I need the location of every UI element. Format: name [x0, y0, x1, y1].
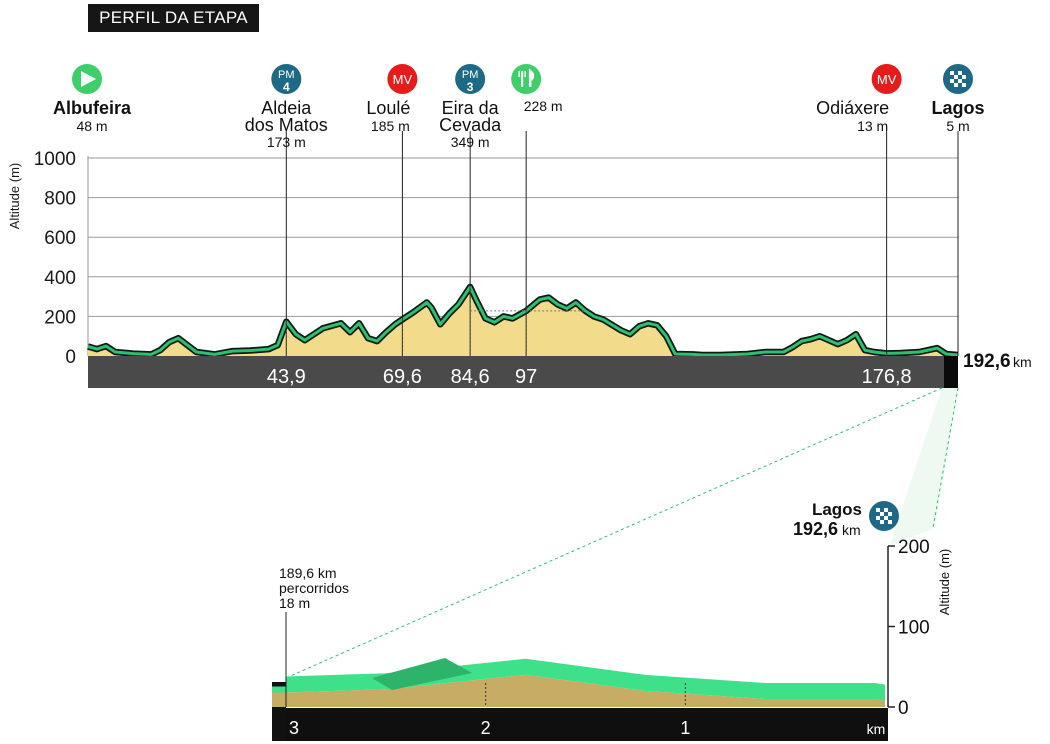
zoom-y-axis-label: Altitude (m): [937, 549, 952, 615]
place-altitude: 5 m: [946, 118, 969, 134]
svg-text:MV: MV: [877, 72, 897, 87]
start-flag-icon: [72, 64, 102, 94]
km-marker-label: 84,6: [451, 366, 490, 388]
zoom-finish-name: Lagos: [812, 500, 862, 519]
y-tick-label: 0: [65, 347, 76, 368]
y-tick-label: 800: [44, 189, 76, 210]
km-marker-label: 43,9: [267, 366, 306, 388]
place-altitude: 48 m: [76, 118, 107, 134]
y-tick-label: 200: [44, 307, 76, 328]
svg-text:PM: PM: [278, 69, 295, 81]
place-name: dos Matos: [245, 115, 328, 135]
y-tick-label: 1000: [34, 149, 76, 170]
zoom-start-note: percorridos: [279, 580, 349, 596]
place-name: Aldeia: [261, 98, 312, 118]
mountain-pass-icon: PM4: [271, 64, 302, 94]
total-distance-unit: km: [1013, 354, 1032, 370]
zoom-road-shade: [372, 658, 472, 690]
finish-flag-icon: [869, 501, 899, 531]
zoom-x-tick-label: 1: [680, 718, 690, 738]
profile-area: [88, 286, 958, 356]
place-name: Cevada: [439, 115, 502, 135]
place-name: Loulé: [366, 98, 410, 118]
sprint-icon: MV: [871, 64, 902, 94]
km-marker-label: 176,8: [862, 366, 912, 388]
zoom-y-tick-label: 100: [898, 618, 930, 639]
zoom-start-note: 189,6 km: [279, 565, 337, 581]
place-altitude: 13 m: [857, 118, 888, 134]
finish-flag-icon: [943, 64, 973, 94]
zoom-slab-face: [286, 712, 888, 741]
svg-text:3: 3: [467, 80, 474, 94]
zoom-finish-km: 192,6: [793, 519, 838, 539]
y-tick-label: 400: [44, 268, 76, 289]
zoom-x-tick-label: 3: [289, 718, 299, 738]
svg-text:PM: PM: [462, 69, 479, 81]
place-name: Odiáxere: [816, 98, 889, 118]
svg-text:4: 4: [283, 80, 290, 94]
place-name: Lagos: [931, 98, 984, 118]
profile-line: [87, 285, 959, 357]
feed-zone-icon: [511, 64, 542, 94]
y-axis-label: Altitude (m): [7, 163, 22, 229]
baseline-band: [88, 356, 944, 388]
place-altitude: 228 m: [524, 98, 563, 114]
place-name: Albufeira: [53, 98, 132, 118]
zoom-finish-km-unit: km: [842, 522, 861, 538]
km-marker-label: 69,6: [383, 366, 422, 388]
svg-text:MV: MV: [393, 72, 413, 87]
mountain-pass-icon: PM3: [455, 64, 486, 94]
zoom-start-note: 18 m: [279, 595, 310, 611]
place-name: Eira da: [442, 98, 500, 118]
place-altitude: 173 m: [267, 134, 306, 150]
zoom-x-tick-label: 2: [481, 718, 491, 738]
place-altitude: 185 m: [371, 118, 410, 134]
zoom-y-tick-label: 200: [898, 537, 930, 558]
zoom-x-unit: km: [867, 721, 886, 737]
place-altitude: 349 m: [451, 134, 490, 150]
sprint-icon: MV: [387, 64, 418, 94]
km-marker-label: 97: [515, 366, 537, 388]
finish-band: [944, 356, 958, 388]
total-distance-value: 192,6: [963, 351, 1011, 372]
zoom-y-tick-label: 0: [898, 698, 909, 719]
y-tick-label: 600: [44, 228, 76, 249]
zoom-connector-fill: [890, 388, 958, 545]
zoom-profile-area: [272, 674, 885, 707]
stage-profile-title: PERFIL DA ETAPA: [88, 4, 259, 32]
